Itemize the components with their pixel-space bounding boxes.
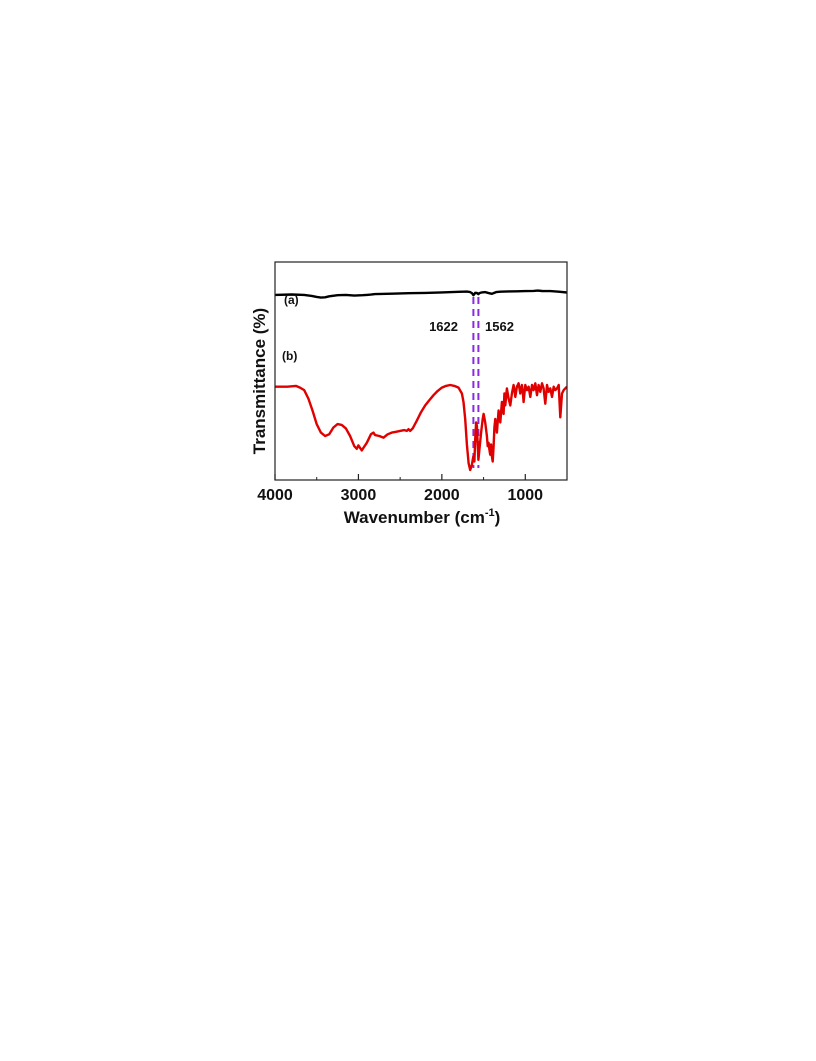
annotation-1622: 1622 bbox=[429, 319, 458, 334]
annotation-1562: 1562 bbox=[485, 319, 514, 334]
x-axis-label-main: Wavenumber (cm bbox=[344, 508, 485, 527]
reference-lines bbox=[472, 297, 480, 468]
x-axis-label: Wavenumber (cm-1) bbox=[344, 507, 501, 527]
x-axis: 4000 3000 2000 1000 bbox=[257, 474, 568, 504]
series-label-b: (b) bbox=[282, 349, 297, 363]
x-tick-label-4000: 4000 bbox=[257, 487, 293, 504]
x-tick-label-2000: 2000 bbox=[424, 487, 460, 504]
y-axis-label: Transmittance (%) bbox=[250, 308, 269, 454]
series-layer bbox=[275, 289, 567, 472]
x-axis-label-sup: -1 bbox=[485, 507, 495, 519]
series-line-a bbox=[275, 289, 567, 299]
x-tick-label-3000: 3000 bbox=[341, 487, 377, 504]
plot-frame bbox=[274, 261, 568, 481]
annotations: 1622 1562 bbox=[429, 319, 514, 334]
series-labels: (a) (b) bbox=[282, 293, 299, 363]
x-axis-label-close: ) bbox=[495, 508, 501, 527]
x-tick-label-1000: 1000 bbox=[507, 487, 543, 504]
series-line-b bbox=[275, 382, 567, 472]
series-label-a: (a) bbox=[284, 293, 299, 307]
